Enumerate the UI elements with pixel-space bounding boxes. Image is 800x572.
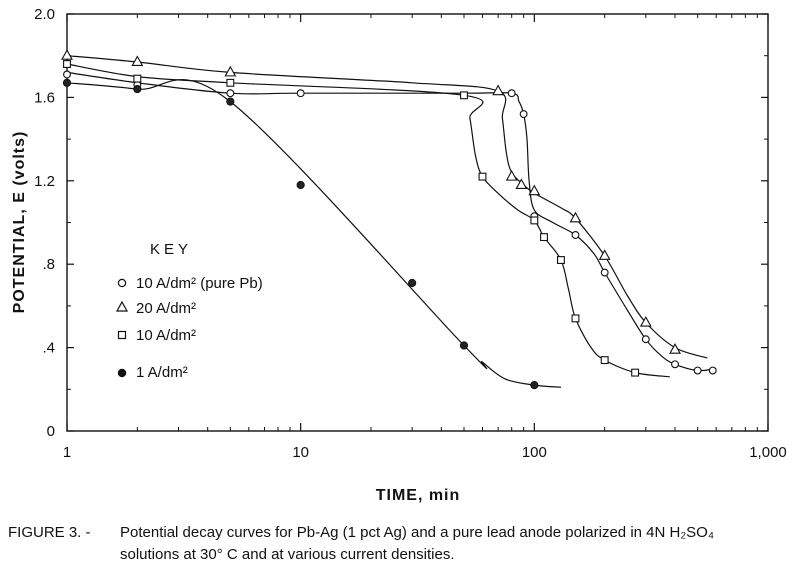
data-point-triangle <box>224 65 237 77</box>
caption-text-1: Potential decay curves for Pb-Ag (1 pct … <box>120 524 714 541</box>
data-point-square <box>63 60 71 68</box>
data-point-circle <box>296 89 305 98</box>
open-triangle-marker-icon <box>115 300 129 312</box>
data-point-circle <box>600 268 609 277</box>
filled-circle-marker-icon <box>117 368 127 378</box>
data-point-triangle <box>505 169 518 181</box>
data-point-square <box>133 74 142 83</box>
data-point-circle <box>671 360 679 369</box>
data-point-square <box>571 314 580 323</box>
axis-ticks: 0 .4 .8 1.2 1.6 2.0 1 10 100 1,000 <box>34 6 787 461</box>
data-point-square <box>557 256 565 264</box>
y-tick-label: 1.6 <box>34 89 55 106</box>
y-tick-label: 2.0 <box>34 6 55 23</box>
data-point-square <box>600 356 609 365</box>
legend-item-1a: 1 A/dm² <box>117 364 188 381</box>
legend-item-pure-pb: 10 A/dm² (pure Pb) <box>117 275 263 292</box>
data-point-square <box>478 172 487 181</box>
data-point-circle <box>708 366 717 375</box>
data-point-filled-circle <box>530 381 539 390</box>
data-point-filled-circle <box>62 78 72 87</box>
figure-caption: FIGURE 3. - Potential decay curves for Pb… <box>8 522 792 566</box>
data-point-square <box>460 91 468 100</box>
series-line-3 <box>66 79 562 388</box>
legend-item-10a: 10 A/dm² <box>117 327 196 344</box>
x-tick-label: 100 <box>522 444 547 461</box>
data-point-triangle <box>639 315 652 327</box>
data-point-filled-circle <box>226 97 235 106</box>
data-point-square <box>631 368 640 377</box>
data-point-filled-circle <box>133 84 142 94</box>
data-point-circle <box>519 110 528 119</box>
data-point-triangle <box>669 343 681 354</box>
y-axis-label: POTENTIAL, E (volts) <box>11 131 28 314</box>
data-point-square <box>226 78 235 87</box>
x-tick-label: 1,000 <box>749 444 787 461</box>
legend-label: 20 A/dm² <box>136 300 196 317</box>
x-tick-label: 10 <box>292 444 309 461</box>
legend-label: 10 A/dm² (pure Pb) <box>136 275 263 292</box>
caption-line-1: FIGURE 3. - Potential decay curves for Pb… <box>8 522 792 544</box>
y-tick-label: 1.2 <box>34 173 55 190</box>
data-point-filled-circle <box>296 180 305 190</box>
data-point-triangle <box>131 55 144 67</box>
caption-line-2: solutions at 30° C and at various curren… <box>120 546 455 563</box>
y-tick-label: 0 <box>47 423 55 440</box>
data-point-circle <box>226 89 235 98</box>
data-point-triangle <box>598 249 611 260</box>
data-point-filled-circle <box>459 341 469 350</box>
data-point-triangle <box>515 178 528 190</box>
data-point-circle <box>571 231 580 239</box>
data-point-circle <box>507 89 516 98</box>
legend-label: 1 A/dm² <box>136 364 188 381</box>
data-point-filled-circle <box>408 278 417 288</box>
legend-label: 10 A/dm² <box>136 327 196 344</box>
x-axis-label: TIME, min <box>376 487 461 504</box>
y-tick-label: .4 <box>42 340 55 357</box>
data-point-triangle <box>569 211 582 223</box>
potential-decay-chart: 0 .4 .8 1.2 1.6 2.0 1 10 100 1,000 TIME, min POTE… <box>11 6 787 504</box>
data-point-circle <box>641 335 650 344</box>
series-markers <box>61 49 717 390</box>
data-point-circle <box>63 70 71 79</box>
x-tick-label: 1 <box>63 444 71 461</box>
series-line-2 <box>66 63 670 378</box>
figure-number: FIGURE 3. - <box>8 524 91 541</box>
legend: KEY 10 A/dm² (pure Pb) 20 A/dm² 10 A/dm²… <box>115 241 263 381</box>
series-line-1 <box>66 55 708 359</box>
data-point-circle <box>693 366 702 375</box>
data-point-triangle <box>61 49 73 60</box>
data-point-triangle <box>528 184 541 196</box>
data-point-triangle <box>492 84 505 96</box>
data-point-square <box>530 216 539 225</box>
data-point-square <box>540 233 548 242</box>
open-square-marker-icon <box>117 330 127 340</box>
legend-item-20a: 20 A/dm² <box>115 300 196 317</box>
open-circle-marker-icon <box>117 278 127 288</box>
legend-title: KEY <box>150 241 192 258</box>
series-line-0 <box>66 71 717 372</box>
y-tick-label: .8 <box>42 256 55 273</box>
